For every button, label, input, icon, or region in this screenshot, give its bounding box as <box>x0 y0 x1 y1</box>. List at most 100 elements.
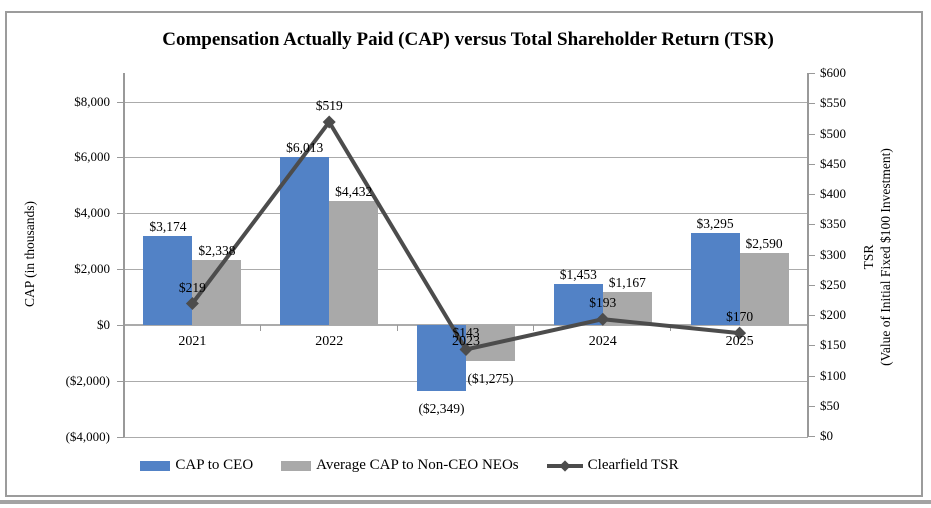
tsr-marker <box>459 342 473 356</box>
category-label: 2023 <box>452 334 480 349</box>
left-axis-tick <box>117 437 124 438</box>
tsr-marker <box>185 297 199 311</box>
bar-value-label: $6,013 <box>286 140 324 156</box>
tsr-marker <box>733 326 747 340</box>
right-axis-title-line1: TSR <box>861 244 876 270</box>
bar-cap-to-ceo <box>143 236 193 325</box>
category-label: 2022 <box>315 334 344 349</box>
right-axis-title-line2: (Value of Initial Fixed $100 Investment) <box>878 148 893 366</box>
tsr-value-label: $193 <box>589 295 617 311</box>
right-axis-tick-label: $100 <box>820 368 846 383</box>
right-axis-tick-label: $600 <box>820 65 846 80</box>
legend-item-clearfield-tsr: Clearfield TSR <box>546 457 679 474</box>
avg-cap-non-ceo-neos-swatch-icon <box>281 460 312 471</box>
right-axis-tick-label: $300 <box>820 247 846 262</box>
category-axis-tick <box>259 325 261 331</box>
diamond-marker-icon <box>558 459 571 472</box>
right-axis-tick <box>808 345 815 346</box>
right-axis-tick-label: $350 <box>820 216 846 231</box>
bar-cap-to-ceo <box>280 157 330 325</box>
left-axis-tick <box>117 157 124 158</box>
right-axis-tick <box>808 315 815 316</box>
left-axis-tick-label: ($4,000) <box>65 429 110 444</box>
bar-value-label: $2,590 <box>745 235 783 251</box>
right-axis-tick-label: $550 <box>820 95 846 110</box>
right-axis-tick <box>808 103 815 104</box>
right-axis-tick-label: $450 <box>820 156 846 171</box>
left-axis-tick-label: $0 <box>97 317 110 332</box>
legend-item-cap-to-ceo: CAP to CEO <box>140 457 253 474</box>
right-axis-line <box>807 73 809 437</box>
gridline <box>124 213 808 214</box>
category-axis-tick <box>396 325 398 331</box>
legend-label-cap-to-ceo: CAP to CEO <box>175 457 254 473</box>
right-axis-tick-label: $50 <box>820 398 840 413</box>
legend-item-avg-cap-non-ceo-neos: Average CAP to Non-CEO NEOs <box>281 457 519 474</box>
left-axis-tick <box>117 325 124 326</box>
left-axis-tick-label: $4,000 <box>74 205 110 220</box>
right-axis-tick-label: $250 <box>820 277 846 292</box>
right-axis-tick <box>808 164 815 165</box>
left-axis-tick-label: $2,000 <box>74 261 110 276</box>
cap-to-ceo-swatch-icon <box>140 460 171 471</box>
right-axis-tick <box>808 376 815 377</box>
bar-value-label: $1,453 <box>559 267 597 283</box>
left-axis-line <box>123 73 125 437</box>
right-axis-tick-label: $200 <box>820 307 846 322</box>
right-axis-tick <box>808 73 815 74</box>
bar-value-label: $1,167 <box>608 275 646 291</box>
left-axis-tick <box>117 102 124 103</box>
tsr-value-label: $519 <box>315 98 343 113</box>
category-label: 2021 <box>178 334 207 349</box>
tsr-value-label: $143 <box>452 325 480 341</box>
legend-label-clearfield-tsr: Clearfield TSR <box>587 457 679 473</box>
right-axis-tick-label: $400 <box>820 186 846 201</box>
bar-avg-cap-non-ceo-neos <box>739 252 789 325</box>
bottom-shadow-bar <box>0 500 931 504</box>
category-label: 2024 <box>588 334 617 349</box>
bar-avg-cap-non-ceo-neos <box>329 201 379 325</box>
gridline <box>124 381 808 382</box>
right-axis-tick-label: $500 <box>820 126 846 141</box>
right-axis-tick <box>808 406 815 407</box>
gridline <box>124 269 808 270</box>
left-axis-tick-label: ($2,000) <box>65 373 110 388</box>
bar-value-label: ($2,349) <box>418 400 465 416</box>
right-axis-tick-label: $150 <box>820 337 846 352</box>
bar-value-label: $2,338 <box>198 242 236 258</box>
tsr-marker <box>596 312 610 326</box>
gridline <box>124 157 808 158</box>
clearfield-tsr-line-swatch-icon <box>546 459 583 472</box>
left-axis-tick-label: $8,000 <box>74 94 110 109</box>
chart-title: Compensation Actually Paid (CAP) versus … <box>162 29 774 50</box>
left-axis-tick <box>117 213 124 214</box>
right-axis-tick-label: $0 <box>820 428 833 443</box>
left-axis-tick <box>117 381 124 382</box>
right-axis-tick <box>808 255 815 256</box>
right-axis-tick <box>808 224 815 225</box>
left-axis-tick <box>117 269 124 270</box>
right-axis-title: TSR (Value of Initial Fixed $100 Investm… <box>860 148 894 366</box>
category-label: 2025 <box>725 334 754 349</box>
bar-cap-to-ceo <box>690 232 740 325</box>
tsr-marker <box>322 115 336 129</box>
left-axis-title: CAP (in thousands) <box>22 200 37 308</box>
tsr-value-label: $170 <box>726 309 754 325</box>
bar-value-label: $3,295 <box>696 215 734 231</box>
legend-label-avg-cap-non-ceo-neos: Average CAP to Non-CEO NEOs <box>316 457 519 473</box>
left-axis-tick-label: $6,000 <box>74 149 110 164</box>
bar-value-label: $4,432 <box>335 184 373 200</box>
right-axis-tick <box>808 436 815 437</box>
gridline <box>124 102 808 103</box>
tsr-value-label: $219 <box>178 279 206 295</box>
bar-cap-to-ceo <box>553 284 603 325</box>
right-axis-tick <box>808 134 815 135</box>
right-axis-tick <box>808 285 815 286</box>
category-axis-tick <box>807 325 808 331</box>
right-axis-tick <box>808 194 815 195</box>
bar-value-label: ($1,275) <box>467 370 514 386</box>
legend: CAP to CEO Average CAP to Non-CEO NEOs C… <box>0 457 875 474</box>
category-axis-tick <box>533 325 535 331</box>
